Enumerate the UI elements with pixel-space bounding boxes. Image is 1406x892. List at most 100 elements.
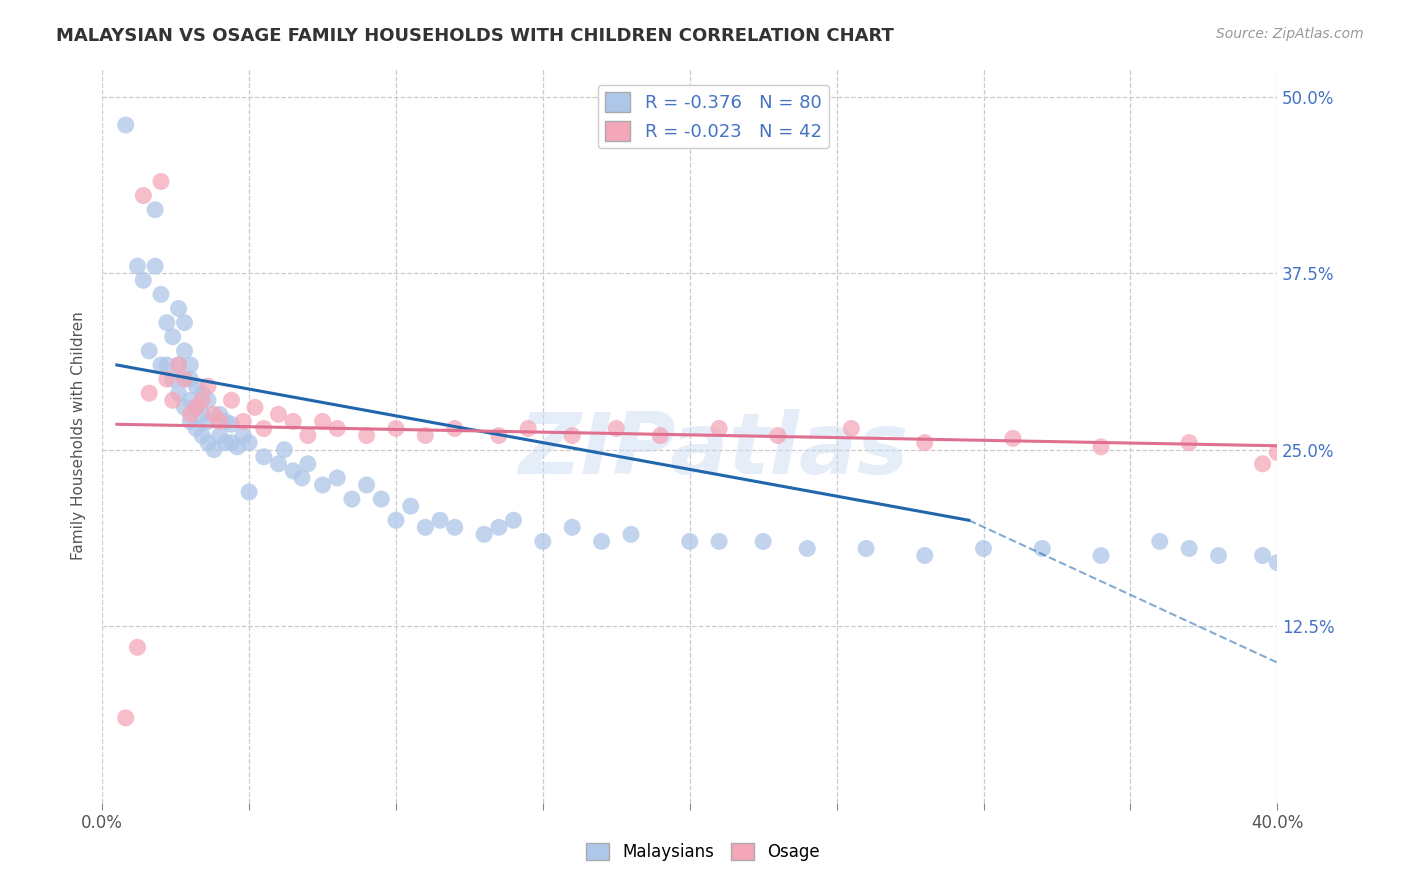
Point: [766, 428, 789, 442]
Point: [561, 428, 583, 442]
Point: [973, 541, 995, 556]
Point: [162, 330, 184, 344]
Point: [1208, 549, 1230, 563]
Point: [208, 408, 231, 422]
Point: [429, 513, 451, 527]
Point: [291, 471, 314, 485]
Point: [1178, 541, 1201, 556]
Point: [1001, 431, 1024, 445]
Point: [531, 534, 554, 549]
Point: [238, 435, 260, 450]
Point: [679, 534, 702, 549]
Legend: Malaysians, Osage: Malaysians, Osage: [579, 836, 827, 868]
Point: [472, 527, 495, 541]
Y-axis label: Family Households with Children: Family Households with Children: [72, 311, 86, 560]
Point: [173, 372, 195, 386]
Point: [443, 421, 465, 435]
Point: [1251, 457, 1274, 471]
Point: [167, 301, 190, 316]
Point: [179, 372, 201, 386]
Point: [202, 408, 225, 422]
Point: [191, 428, 214, 442]
Point: [283, 414, 305, 428]
Point: [186, 401, 208, 415]
Point: [311, 414, 333, 428]
Point: [179, 393, 201, 408]
Point: [232, 414, 254, 428]
Point: [138, 386, 160, 401]
Point: [267, 408, 290, 422]
Point: [267, 457, 290, 471]
Point: [488, 520, 510, 534]
Point: [197, 379, 219, 393]
Point: [253, 450, 276, 464]
Point: [326, 471, 349, 485]
Point: [226, 440, 249, 454]
Point: [127, 259, 149, 273]
Point: [143, 202, 166, 217]
Point: [707, 534, 730, 549]
Point: [1178, 435, 1201, 450]
Point: [156, 316, 179, 330]
Point: [114, 118, 136, 132]
Point: [1149, 534, 1171, 549]
Point: [297, 457, 319, 471]
Point: [221, 393, 243, 408]
Point: [149, 358, 172, 372]
Text: MALAYSIAN VS OSAGE FAMILY HOUSEHOLDS WITH CHILDREN CORRELATION CHART: MALAYSIAN VS OSAGE FAMILY HOUSEHOLDS WIT…: [56, 27, 894, 45]
Point: [650, 428, 672, 442]
Point: [114, 711, 136, 725]
Point: [202, 442, 225, 457]
Point: [340, 492, 363, 507]
Point: [156, 358, 179, 372]
Point: [283, 464, 305, 478]
Point: [221, 417, 243, 432]
Point: [197, 393, 219, 408]
Point: [796, 541, 818, 556]
Point: [415, 428, 437, 442]
Point: [311, 478, 333, 492]
Point: [214, 414, 236, 428]
Point: [1265, 445, 1288, 459]
Point: [914, 549, 936, 563]
Point: [167, 358, 190, 372]
Point: [238, 485, 260, 500]
Point: [186, 401, 208, 415]
Point: [443, 520, 465, 534]
Point: [179, 358, 201, 372]
Point: [156, 372, 179, 386]
Point: [197, 435, 219, 450]
Point: [1090, 440, 1112, 454]
Point: [620, 527, 643, 541]
Point: [502, 513, 524, 527]
Point: [399, 499, 422, 513]
Point: [191, 386, 214, 401]
Point: [561, 520, 583, 534]
Point: [208, 428, 231, 442]
Point: [517, 421, 540, 435]
Point: [132, 188, 155, 202]
Point: [253, 421, 276, 435]
Point: [167, 386, 190, 401]
Point: [132, 273, 155, 287]
Point: [208, 414, 231, 428]
Point: [1251, 549, 1274, 563]
Point: [707, 421, 730, 435]
Point: [1265, 556, 1288, 570]
Point: [173, 401, 195, 415]
Point: [326, 421, 349, 435]
Point: [149, 287, 172, 301]
Text: ZIPatlas: ZIPatlas: [519, 409, 908, 491]
Point: [127, 640, 149, 655]
Point: [356, 478, 378, 492]
Point: [221, 435, 243, 450]
Point: [173, 372, 195, 386]
Point: [488, 428, 510, 442]
Point: [173, 316, 195, 330]
Point: [143, 259, 166, 273]
Point: [162, 372, 184, 386]
Point: [1090, 549, 1112, 563]
Point: [914, 435, 936, 450]
Point: [385, 513, 408, 527]
Point: [356, 428, 378, 442]
